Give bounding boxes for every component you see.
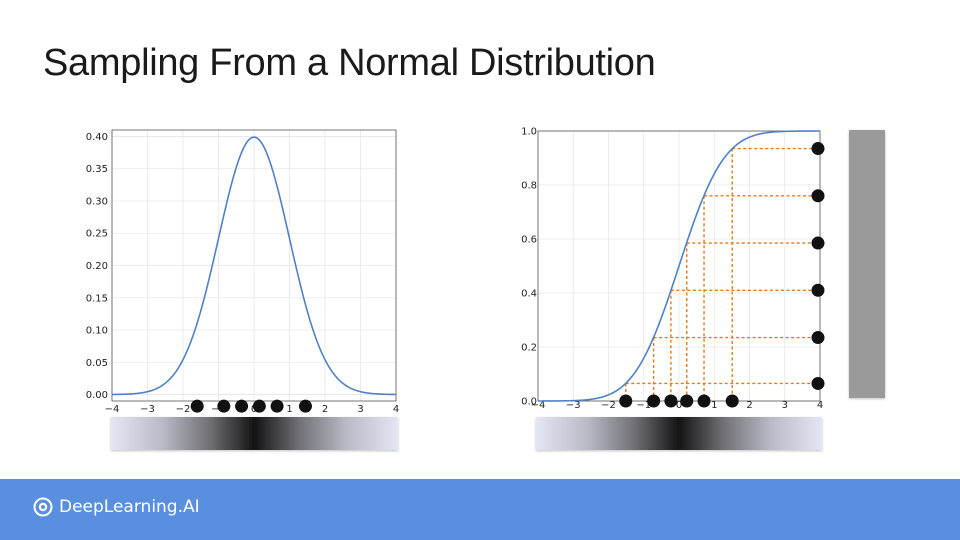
pdf-y-tick-label: 0.25 — [86, 229, 108, 240]
brand-logo[interactable]: DeepLearning.AI — [33, 497, 200, 517]
cdf-curve — [538, 130, 820, 402]
cdf-x-tick-label: 3 — [782, 400, 788, 411]
cdf-samples — [619, 394, 739, 408]
pdf-x-tick-label: 2 — [322, 404, 328, 415]
cdf-quantile-point — [811, 376, 825, 390]
pdf-y-tick-label: 0.35 — [86, 164, 108, 175]
cdf-x-tick-label: −2 — [601, 400, 616, 411]
cdf-quantile-point — [811, 283, 825, 297]
cdf-x-tick-label: 4 — [817, 400, 823, 411]
cdf-quantile-points — [811, 142, 825, 390]
cdf-x-tick-label: −4 — [531, 400, 546, 411]
cdf-x-tick-label: 0 — [676, 400, 682, 411]
pdf-x-tick-label: −3 — [140, 404, 155, 415]
cdf-sample-point — [647, 394, 661, 408]
cdf-quantile-point — [811, 236, 825, 250]
pdf-x-tick-label: −2 — [176, 404, 191, 415]
pdf-x-tick-label: 4 — [393, 404, 399, 415]
pdf-sample-point — [298, 399, 312, 413]
cdf-grid — [537, 130, 821, 402]
pdf-y-tick-label: 0.10 — [86, 326, 108, 337]
pdf-x-tick-label: −4 — [105, 404, 120, 415]
pdf-x-tick-label: 3 — [357, 404, 363, 415]
cdf-plot-frame — [537, 130, 821, 402]
cdf-x-tick-label: −1 — [636, 400, 651, 411]
pdf-y-tick-label: 0.30 — [86, 196, 108, 207]
cdf-y-tick-label: 0.6 — [521, 235, 537, 246]
cdf-x-ticks: −4 −3 −2 −1 0 1 2 3 4 — [531, 400, 824, 411]
cdf-guides — [625, 147, 820, 401]
footer-bar: DeepLearning.AI — [0, 479, 960, 540]
cdf-x-tick-label: 2 — [746, 400, 752, 411]
cdf-y-tick-label: 0.4 — [521, 289, 537, 300]
cdf-y-tick-label: 0.8 — [521, 181, 537, 192]
charts-area: 0.000.050.100.150.200.250.300.350.40 −4−… — [86, 127, 885, 450]
pdf-sample-point — [190, 399, 204, 413]
cdf-x-tick-label: 1 — [711, 400, 717, 411]
pdf-chart: 0.00 0.05 0.10 0.15 0.20 0.25 0.30 0.35 0.40 −4 −… — [86, 129, 400, 450]
cdf-y-ticks: 0.0 0.2 0.4 0.6 0.8 1.0 — [521, 127, 537, 408]
uniform-vertical-bar — [849, 130, 885, 398]
pdf-gradient-bar — [111, 417, 398, 450]
cdf-sample-point — [680, 394, 694, 408]
brand-name: DeepLearning.AI — [59, 497, 200, 517]
pdf-y-tick-label: 0.20 — [86, 261, 108, 272]
cdf-chart: 0.0 0.2 0.4 0.6 0.8 1.0 −4 −3 −2 −1 0 1 2 3 4 — [521, 127, 885, 450]
cdf-y-tick-label: 1.0 — [521, 127, 537, 138]
cdf-sample-point — [664, 394, 678, 408]
deeplearning-logo-icon — [33, 497, 53, 517]
cdf-sample-point — [697, 394, 711, 408]
pdf-sample-point — [252, 399, 266, 413]
slide-title: Sampling From a Normal Distribution — [43, 42, 656, 84]
pdf-curve — [111, 136, 397, 396]
pdf-grid — [111, 130, 397, 401]
cdf-y-tick-label: 0.0 — [521, 397, 537, 408]
pdf-y-tick-label: 0.40 — [86, 132, 108, 143]
cdf-y-tick-label: 0.2 — [521, 343, 537, 354]
pdf-y-tick-label: 0.00 — [86, 390, 108, 401]
pdf-y-ticks: 0.00 0.05 0.10 0.15 0.20 0.25 0.30 0.35 0.40 — [86, 132, 108, 401]
cdf-quantile-point — [811, 142, 825, 156]
cdf-x-tick-label: −3 — [566, 400, 581, 411]
cdf-quantile-point — [811, 331, 825, 345]
pdf-sample-point — [217, 399, 231, 413]
cdf-sample-point — [619, 394, 633, 408]
pdf-plot-frame — [111, 129, 397, 402]
pdf-sample-point — [270, 399, 284, 413]
cdf-quantile-point — [811, 189, 825, 203]
pdf-x-tick-label: 1 — [286, 404, 292, 415]
pdf-y-tick-label: 0.15 — [86, 293, 108, 304]
pdf-samples — [190, 399, 312, 413]
cdf-gradient-bar — [536, 417, 822, 450]
pdf-sample-point — [235, 399, 249, 413]
pdf-y-tick-label: 0.05 — [86, 358, 108, 369]
cdf-sample-point — [725, 394, 739, 408]
